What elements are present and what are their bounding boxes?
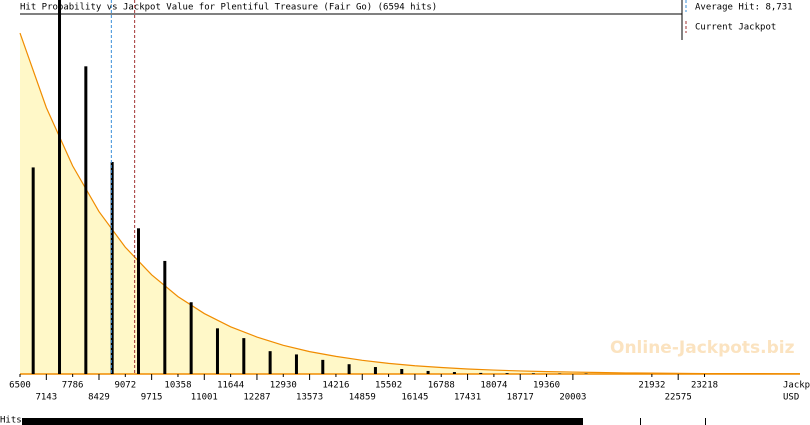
x-tick-label: 21932 (638, 381, 665, 391)
bar (400, 368, 404, 374)
x-tick-label: 12287 (243, 393, 270, 403)
bar (294, 354, 298, 374)
bar (373, 367, 377, 374)
bar (136, 228, 140, 374)
bar (321, 359, 325, 374)
x-tick-label: 12930 (270, 381, 297, 391)
x-tick-label: 16788 (428, 381, 455, 391)
x-tick-label: 11001 (191, 393, 218, 403)
hits-rug (640, 418, 641, 425)
x-tick-label: 20003 (559, 393, 586, 403)
bar (215, 328, 219, 374)
bar (189, 302, 193, 374)
bar (452, 372, 456, 374)
rug-label: Hits (0, 416, 22, 425)
x-tick-label: 11644 (217, 381, 244, 391)
bar (110, 161, 114, 374)
bar (58, 0, 62, 374)
x-tick-label: 8429 (88, 393, 110, 403)
bar (163, 260, 167, 374)
bar (531, 373, 535, 374)
legend-average: Average Hit: 8,731 (695, 3, 793, 13)
x-tick-label: 14216 (322, 381, 349, 391)
bar (505, 373, 509, 374)
bar (268, 351, 272, 374)
hits-rug (22, 418, 582, 425)
hits-rug (582, 418, 583, 425)
x-tick-label: 15502 (375, 381, 402, 391)
legend-jackpot: Current Jackpot (695, 23, 776, 33)
chart-title: Hit Probability vs Jackpot Value for Ple… (20, 3, 437, 13)
x-tick-label: 18717 (507, 393, 534, 403)
x-tick-label: 7786 (62, 381, 84, 391)
watermark: Online-Jackpots.biz (610, 338, 795, 358)
bar (242, 338, 246, 374)
x-tick-label: 19360 (533, 381, 560, 391)
x-tick-label: 23218 (691, 381, 718, 391)
bar (426, 370, 430, 374)
curve-area (20, 33, 800, 375)
x-axis-label: USD (783, 393, 799, 403)
x-tick-label: 7143 (35, 393, 57, 403)
bar (84, 66, 88, 375)
x-tick-label: 16145 (401, 393, 428, 403)
bar (31, 167, 35, 374)
bar (479, 372, 483, 374)
x-axis-label: Jackpot, (783, 381, 810, 391)
x-tick-label: 9072 (114, 381, 136, 391)
x-tick-label: 13573 (296, 393, 323, 403)
x-tick-label: 10358 (164, 381, 191, 391)
x-tick-label: 22575 (665, 393, 692, 403)
x-tick-label: 14859 (349, 393, 376, 403)
x-tick-label: 6500 (9, 381, 31, 391)
x-tick-label: 18074 (480, 381, 507, 391)
x-tick-label: 9715 (141, 393, 163, 403)
bar (347, 364, 351, 374)
hits-rug (705, 418, 706, 425)
x-tick-label: 17431 (454, 393, 481, 403)
